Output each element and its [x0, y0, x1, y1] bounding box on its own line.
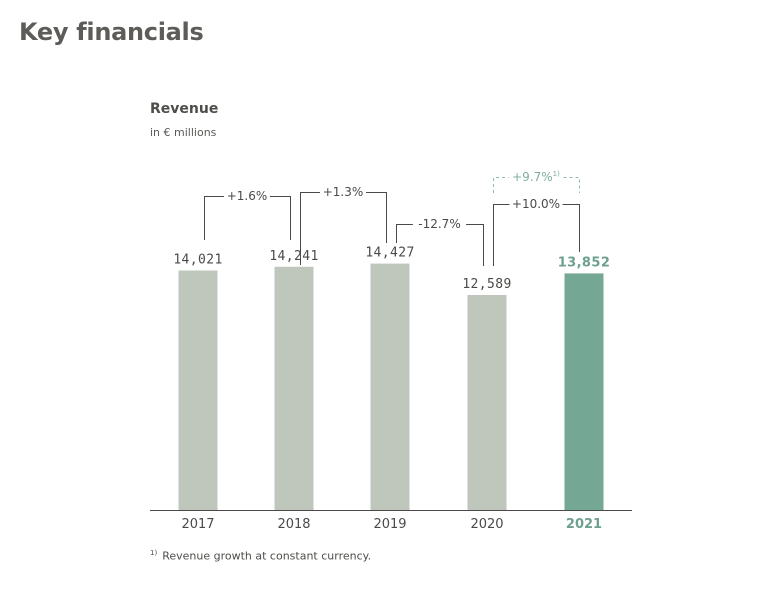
growth-bracket-left-3 — [493, 204, 510, 266]
x-tick-label-2018: 2018 — [277, 517, 310, 532]
chart-title: Revenue — [150, 101, 219, 117]
growth-label-3: +10.0% — [512, 197, 560, 211]
bar-2021 — [564, 273, 604, 510]
page-title: Key financials — [19, 18, 204, 46]
footnote-text: Revenue growth at constant currency. — [162, 549, 372, 563]
growth-label-1: +1.3% — [323, 185, 364, 199]
growth-bracket-right-3 — [562, 204, 580, 252]
growth-bracket-left-4 — [493, 177, 509, 193]
value-label-2017: 14,021 — [173, 253, 222, 268]
growth-bracket-left-2 — [396, 224, 413, 243]
x-tick-label-2020: 2020 — [470, 517, 503, 532]
chart-unit-label: in € millions — [150, 126, 217, 139]
bar-2019 — [370, 263, 410, 510]
value-label-2020: 12,589 — [462, 277, 511, 292]
bar-2020 — [467, 294, 507, 510]
growth-label-4: +9.7%1) — [512, 170, 560, 184]
footnote: 1) Revenue growth at constant currency. — [150, 549, 371, 563]
x-tick-label-2021: 2021 — [566, 517, 602, 532]
x-tick-label-2019: 2019 — [373, 517, 406, 532]
growth-bracket-right-4 — [563, 177, 580, 193]
value-label-2018: 14,241 — [269, 249, 318, 264]
bar-2017 — [178, 270, 218, 510]
growth-bracket-left-1 — [300, 192, 320, 265]
value-label-2021: 13,852 — [558, 255, 611, 270]
growth-label-2: -12.7% — [418, 217, 460, 231]
growth-bracket-right-0 — [270, 196, 291, 240]
growth-bracket-left-0 — [204, 196, 224, 240]
growth-bracket-right-1 — [366, 192, 387, 243]
value-label-2019: 14,427 — [365, 246, 414, 261]
growth-label-0: +1.6% — [227, 189, 268, 203]
growth-bracket-right-2 — [466, 224, 484, 266]
bar-2018 — [274, 266, 314, 510]
footnote-marker: 1) — [150, 549, 158, 557]
x-tick-label-2017: 2017 — [181, 517, 214, 532]
